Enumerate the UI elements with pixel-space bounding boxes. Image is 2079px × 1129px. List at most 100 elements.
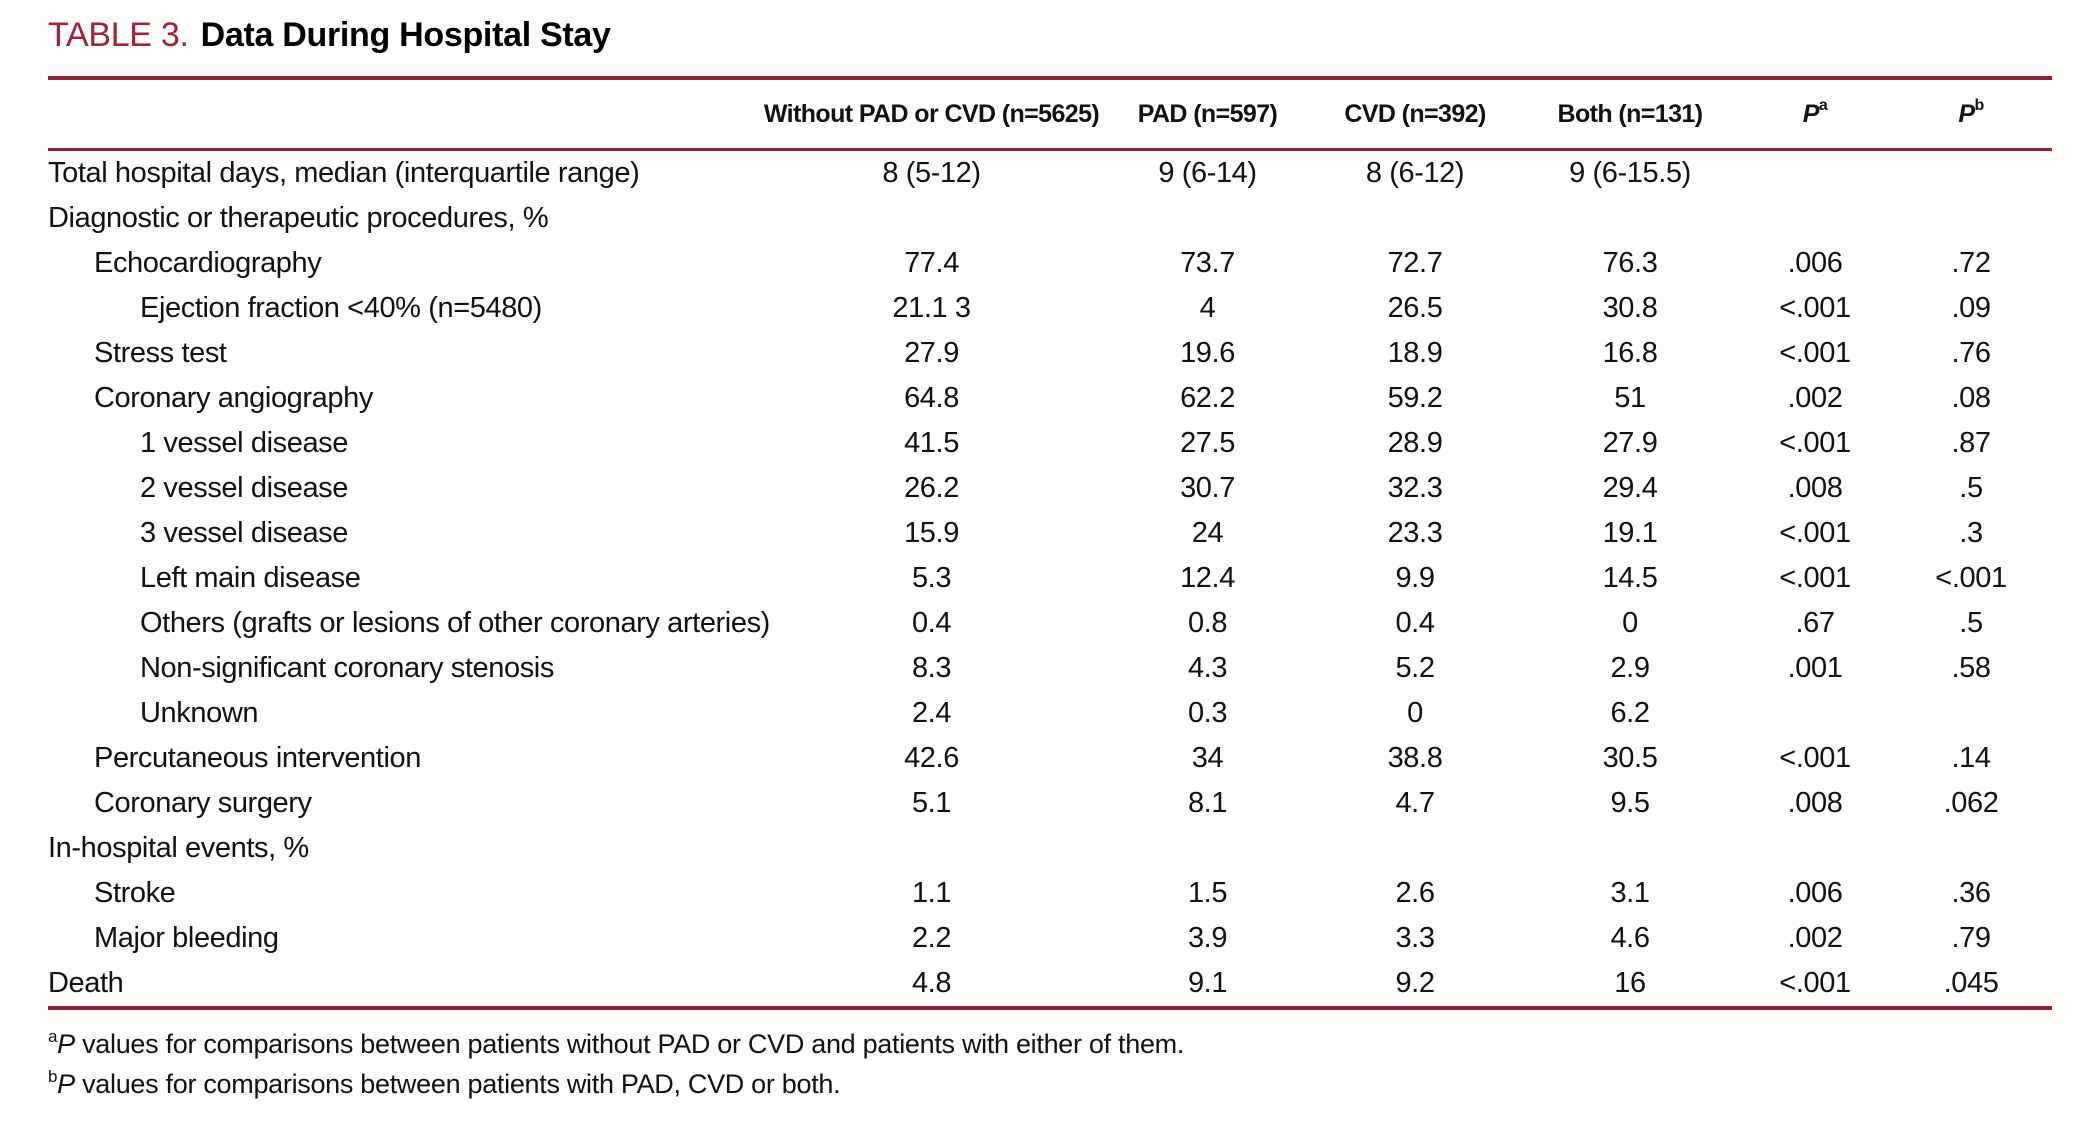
cell-p-a (1740, 150, 1890, 197)
cell-p-b: .062 (1943, 787, 1999, 819)
cell-p-b: .58 (1951, 652, 1991, 684)
cell-pad: 4.3 (1187, 652, 1228, 684)
row-label: Coronary angiography (94, 382, 373, 414)
cell-both: 30.5 (1602, 742, 1658, 774)
row-label: Others (grafts or lesions of other coron… (140, 607, 770, 639)
cell-both: 76.3 (1602, 247, 1658, 279)
table-row: Non-significant coronary stenosis 8.3 4.… (48, 646, 2052, 691)
table-row: Death 4.8 9.1 9.2 16 <.001 .045 (48, 961, 2052, 1006)
cell-p-a (1740, 826, 1890, 871)
table-row: Stress test 27.9 19.6 18.9 16.8 <.001 .7… (48, 331, 2052, 376)
cell-both: 9.5 (1610, 787, 1650, 819)
cell-without-pad-cvd (758, 196, 1105, 241)
table-row: Major bleeding 2.2 3.9 3.3 4.6 .002 .79 (48, 916, 2052, 961)
cell-pad: 4 (1199, 292, 1216, 324)
cell-cvd: 9.9 (1395, 562, 1435, 594)
cell-p-a: <.001 (1779, 967, 1851, 999)
cell-without-pad-cvd: 41.5 (904, 427, 959, 459)
cell-p-a: <.001 (1779, 517, 1851, 549)
cell-both: 27.9 (1602, 427, 1658, 459)
cell-cvd: 59.2 (1387, 382, 1443, 414)
p-b-superscript: b (1974, 97, 1984, 115)
row-label: 1 vessel disease (140, 427, 348, 459)
table-row: 1 vessel disease 41.5 27.5 28.9 27.9 <.0… (48, 421, 2052, 466)
cell-pad: 9 (6-14) (1158, 157, 1257, 189)
table-row: Stroke 1.1 1.5 2.6 3.1 .006 .36 (48, 871, 2052, 916)
cell-p-b: .72 (1951, 247, 1991, 279)
cell-p-a: <.001 (1779, 427, 1851, 459)
cell-p-a: .006 (1787, 247, 1843, 279)
cell-p-b: .76 (1951, 337, 1991, 369)
row-label: In-hospital events, % (48, 832, 309, 864)
cell-p-a: .001 (1787, 652, 1843, 684)
footnote-b-marker: b (48, 1067, 58, 1086)
header-p-b: Pb (1890, 80, 2052, 151)
cell-p-a: <.001 (1779, 337, 1851, 369)
table-row: Left main disease 5.3 12.4 9.9 14.5 <.00… (48, 556, 2052, 601)
cell-p-a: .008 (1787, 472, 1843, 504)
cell-pad: 62.2 (1180, 382, 1235, 414)
row-label: Major bleeding (94, 922, 279, 954)
cell-cvd: 9.2 (1395, 967, 1435, 999)
cell-cvd: 0 (1407, 697, 1423, 729)
cell-pad: 30.7 (1180, 472, 1235, 504)
table-row: Others (grafts or lesions of other coron… (48, 601, 2052, 646)
cell-cvd: 72.7 (1387, 247, 1443, 279)
cell-both: 29.4 (1602, 472, 1658, 504)
header-without-pad-cvd: Without PAD or CVD (n=5625) (758, 80, 1105, 151)
row-label: Percutaneous intervention (94, 742, 421, 774)
cell-cvd: 23.3 (1387, 517, 1443, 549)
cell-both (1520, 826, 1740, 871)
cell-both: 9 (6-15.5) (1569, 157, 1691, 189)
cell-without-pad-cvd: 2.2 (911, 922, 952, 954)
cell-both: 2.9 (1610, 652, 1650, 684)
header-pad: PAD (n=597) (1105, 80, 1310, 151)
cell-pad: 19.6 (1180, 337, 1235, 369)
header-label-column (48, 80, 758, 151)
cell-cvd (1310, 826, 1520, 871)
cell-both: 16 (1614, 967, 1646, 999)
cell-cvd: 18.9 (1387, 337, 1443, 369)
cell-cvd: 0.4 (1395, 607, 1435, 639)
cell-p-a: .67 (1795, 607, 1835, 639)
table-row: Diagnostic or therapeutic procedures, % (48, 196, 2052, 241)
cell-cvd: 32.3 (1387, 472, 1443, 504)
cell-pad: 73.7 (1180, 247, 1235, 279)
row-label: 3 vessel disease (140, 517, 348, 549)
cell-without-pad-cvd: 26.2 (904, 472, 959, 504)
footnote-b-text: values for comparisons between patients … (74, 1069, 841, 1099)
table-body: Total hospital days, median (interquarti… (48, 150, 2052, 1007)
table-title: TABLE 3. Data During Hospital Stay (48, 0, 2052, 76)
table-row: Unknown 2.4 0.3 0 6.2 (48, 691, 2052, 736)
cell-cvd: 38.8 (1387, 742, 1443, 774)
row-label: Non-significant coronary stenosis (140, 652, 554, 684)
cell-both: 3.1 (1610, 877, 1650, 909)
cell-p-b: .3 (1959, 517, 1983, 549)
table-row: Echocardiography 77.4 73.7 72.7 76.3 .00… (48, 241, 2052, 286)
p-a-symbol: P (1802, 99, 1820, 128)
cell-p-b (1890, 196, 2052, 241)
cell-pad (1105, 196, 1310, 241)
row-label: Stress test (94, 337, 227, 369)
cell-both: 4.6 (1610, 922, 1650, 954)
footnotes: aP values for comparisons between patien… (48, 1024, 2052, 1104)
cell-without-pad-cvd: 5.1 (911, 787, 952, 819)
header-both: Both (n=131) (1520, 80, 1740, 151)
cell-without-pad-cvd: 8.3 (911, 652, 952, 684)
footnote-a-text: values for comparisons between patients … (74, 1029, 1185, 1059)
cell-pad: 34 (1191, 742, 1224, 774)
footnote-a-marker: a (48, 1027, 58, 1046)
table-container: TABLE 3. Data During Hospital Stay Withou… (48, 0, 2052, 1104)
p-a-superscript: a (1818, 97, 1828, 115)
row-label: Diagnostic or therapeutic procedures, % (48, 202, 549, 234)
cell-cvd: 8 (6-12) (1365, 157, 1465, 189)
cell-cvd (1310, 196, 1520, 241)
header-p-a: Pa (1740, 80, 1890, 151)
cell-p-a: <.001 (1779, 562, 1851, 594)
cell-cvd: 5.2 (1395, 652, 1435, 684)
cell-without-pad-cvd: 77.4 (904, 247, 959, 279)
cell-p-b: .5 (1959, 472, 1983, 504)
cell-both: 30.8 (1602, 292, 1658, 324)
cell-without-pad-cvd (758, 826, 1105, 871)
cell-without-pad-cvd: 1.1 (911, 877, 952, 909)
